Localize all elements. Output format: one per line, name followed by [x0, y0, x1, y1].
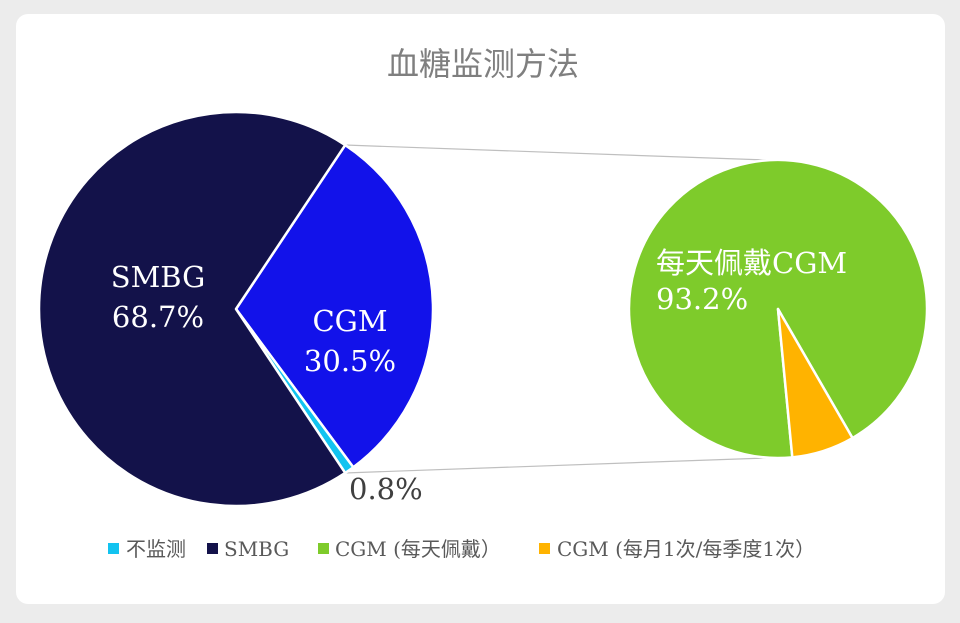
slice-label-none-value: 0.8% — [349, 472, 423, 506]
legend-label-cgm-periodic: CGM (每月1次/每季度1次） — [557, 537, 815, 561]
slice-label-daily-value: 93.2% — [656, 282, 748, 316]
slice-label-cgm-name: CGM — [312, 304, 387, 338]
primary-pie — [37, 110, 435, 508]
legend-label-cgm-daily: CGM (每天佩戴） — [335, 537, 501, 561]
slice-label-cgm-value: 30.5% — [304, 344, 396, 378]
connector-bottom — [345, 457, 767, 474]
pie-slice-smbg — [37, 110, 347, 508]
legend-swatch-none — [108, 543, 119, 554]
slice-label-smbg-name: SMBG — [111, 260, 206, 294]
sub-slice-periodic — [776, 307, 854, 459]
connector-lines — [345, 144, 767, 474]
chart-title: 血糖监测方法 — [387, 45, 579, 83]
secondary-pie — [627, 158, 929, 460]
connector-top — [345, 144, 767, 161]
pie-slice-cgm — [234, 143, 435, 469]
slice-label-smbg-value: 68.7% — [112, 300, 204, 334]
legend-swatch-smbg — [207, 543, 218, 554]
legend-swatch-cgm-periodic — [539, 543, 550, 554]
legend: 不监测 SMBG CGM (每天佩戴） CGM (每月1次/每季度1次） — [108, 537, 815, 561]
slice-label-daily-name: 每天佩戴CGM — [656, 246, 847, 280]
legend-label-smbg: SMBG — [224, 537, 289, 561]
legend-label-none: 不监测 — [126, 537, 186, 561]
legend-swatch-cgm-daily — [318, 543, 329, 554]
